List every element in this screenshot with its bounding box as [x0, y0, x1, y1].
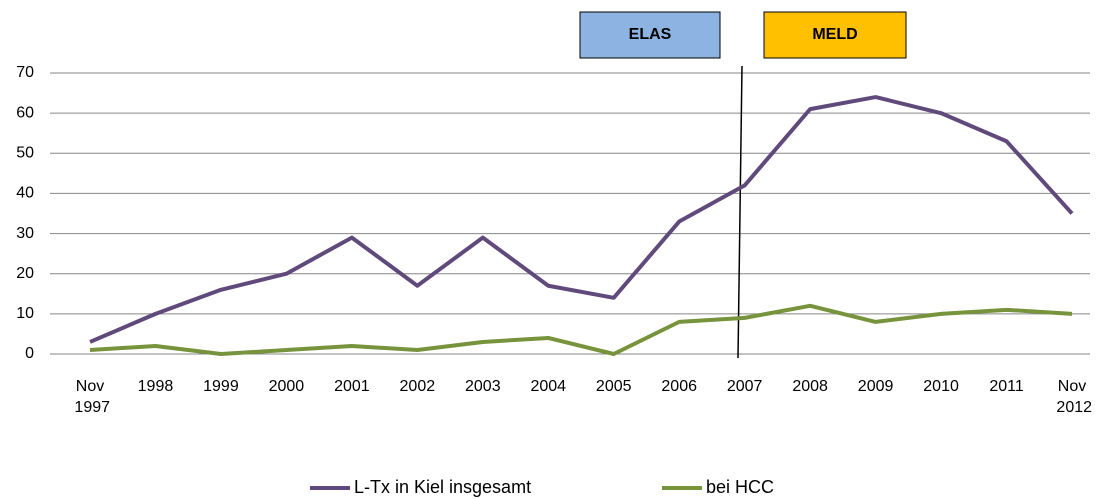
annotation-box: [763, 11, 907, 59]
x-tick-label: 2001: [334, 378, 370, 395]
x-tick-label: Nov 2012: [1052, 378, 1092, 416]
x-tick-label: 2003: [465, 378, 501, 395]
legend-label: L-Tx in Kiel insgesamt: [354, 477, 531, 497]
y-tick-label: 30: [16, 225, 34, 242]
x-tick-label: 2004: [530, 378, 566, 395]
y-tick-label: 50: [16, 145, 34, 162]
divider: [737, 65, 743, 359]
x-tick-label: 2005: [596, 378, 632, 395]
annotation: ELAS: [629, 26, 672, 43]
x-tick-label: 2011: [989, 378, 1024, 395]
series-line: [89, 303, 1073, 356]
x-tick-label: 2009: [858, 378, 894, 395]
series-line: [89, 95, 1074, 344]
y-tick-label: 70: [16, 64, 34, 81]
y-tick-label: 10: [16, 305, 34, 322]
y-tick-label: 0: [25, 345, 34, 362]
y-tick-label: 20: [16, 265, 34, 282]
x-tick-label: 2008: [792, 378, 828, 395]
x-tick-label: 1999: [203, 378, 239, 395]
annotation: MELD: [812, 26, 857, 43]
x-tick-label: 1998: [138, 378, 174, 395]
x-tick-label: 2006: [661, 378, 697, 395]
x-tick-label: 2010: [923, 378, 959, 395]
x-tick-label: 2000: [269, 378, 305, 395]
annotation-box: [579, 11, 721, 59]
x-tick-label: 2002: [400, 378, 436, 395]
x-tick-label: Nov 1997: [70, 378, 110, 416]
y-tick-label: 60: [16, 104, 34, 121]
y-tick-label: 40: [16, 185, 34, 202]
legend-label: bei HCC: [706, 477, 774, 497]
x-tick-label: 2007: [727, 378, 763, 395]
